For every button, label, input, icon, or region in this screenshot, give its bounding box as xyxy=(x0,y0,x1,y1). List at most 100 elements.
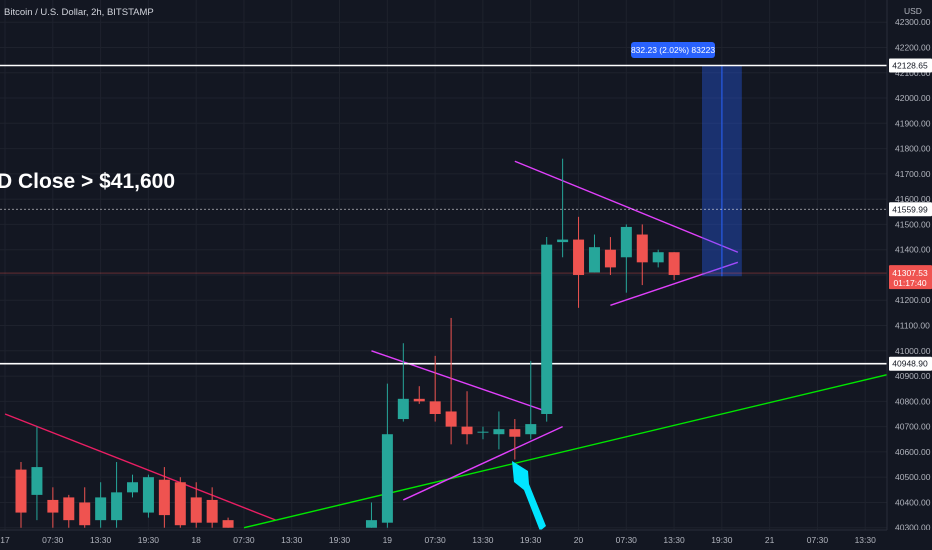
price-tick-label: 42300.00 xyxy=(895,17,931,27)
trendline-descending-red xyxy=(4,413,277,521)
price-tick-label: 41200.00 xyxy=(895,295,931,305)
candle-body xyxy=(557,239,569,243)
price-tick-label: 40900.00 xyxy=(895,371,931,381)
candle-body xyxy=(381,434,393,523)
measure-label-box xyxy=(631,42,715,58)
candle-body xyxy=(493,429,505,435)
trendline-wedge-upper-2 xyxy=(514,160,739,253)
time-tick-label: 19:30 xyxy=(329,535,351,545)
candle-body xyxy=(31,467,43,495)
price-tick-label: 42100.00 xyxy=(895,68,931,78)
candle-body xyxy=(620,226,632,258)
candle-body xyxy=(111,492,123,521)
candle-body xyxy=(541,244,553,414)
candle-body xyxy=(461,426,473,435)
candle-body xyxy=(509,429,521,437)
price-tick-label: 42200.00 xyxy=(895,42,931,52)
candle-body xyxy=(158,479,170,516)
trendline-wedge-lower-1 xyxy=(403,425,563,501)
annotation-headline: D Close > $41,600 xyxy=(0,170,175,193)
currency-label: USD xyxy=(904,6,922,16)
candle-body xyxy=(525,424,537,435)
time-tick-label: 21 xyxy=(765,535,775,545)
time-axis-labels: 17 07:30 13:30 19:30 18 07:30 13:30 19:30 19 07:3… xyxy=(0,535,876,545)
time-tick-label: 07:30 xyxy=(233,535,255,545)
candle-body xyxy=(397,398,409,420)
candle-body xyxy=(445,411,457,427)
level-price-tag: 41559.99 xyxy=(892,204,928,214)
level-price-tag-bg xyxy=(889,202,932,217)
candle-body xyxy=(636,234,648,263)
chart-title: Bitcoin / U.S. Dollar, 2h, BITSTAMP xyxy=(4,7,154,18)
time-tick-label: 07:30 xyxy=(424,535,446,545)
price-tick-label: 41700.00 xyxy=(895,169,931,179)
time-tick-label: 20 xyxy=(574,535,584,545)
candle-body xyxy=(190,497,202,523)
price-tick-label: 41000.00 xyxy=(895,346,931,356)
level-price-tag: 40948.90 xyxy=(892,359,928,369)
candle-body xyxy=(15,469,27,513)
measure-label: 832.23 (2.02%) 83223 xyxy=(631,45,715,55)
price-tick-label: 41400.00 xyxy=(895,245,931,255)
price-tick-label: 40300.00 xyxy=(895,523,931,533)
trendline-wedge-upper-1 xyxy=(371,350,547,413)
price-tick-label: 41900.00 xyxy=(895,118,931,128)
last-price-tag: 41307.53 xyxy=(892,268,928,278)
candle-body xyxy=(174,482,186,526)
candle-body xyxy=(668,252,680,275)
price-tick-label: 41800.00 xyxy=(895,144,931,154)
price-tick-label: 40800.00 xyxy=(895,396,931,406)
level-price-tag: 42128.65 xyxy=(892,61,928,71)
cyan-arrow-icon xyxy=(512,461,546,531)
time-tick-label: 13:30 xyxy=(663,535,685,545)
time-tick-label: 13:30 xyxy=(90,535,112,545)
time-tick-label: 17 xyxy=(0,535,10,545)
time-tick-label: 19:30 xyxy=(138,535,160,545)
trendline-wedge-lower-2 xyxy=(610,261,739,306)
countdown-tag: 01:17:40 xyxy=(893,278,926,288)
price-tick-label: 40700.00 xyxy=(895,422,931,432)
time-tick-label: 19:30 xyxy=(711,535,733,545)
time-axis[interactable] xyxy=(0,530,932,550)
candle-body xyxy=(127,482,139,493)
level-layer xyxy=(0,64,887,365)
candle-body xyxy=(365,520,377,528)
candle-body xyxy=(413,398,425,402)
time-tick-label: 07:30 xyxy=(42,535,64,545)
level-price-tag-bg xyxy=(889,356,932,371)
time-tick-label: 13:30 xyxy=(472,535,494,545)
price-tick-label: 40400.00 xyxy=(895,497,931,507)
time-tick-label: 13:30 xyxy=(855,535,877,545)
candle-body xyxy=(222,520,234,528)
candle-body xyxy=(588,247,600,273)
candle-body xyxy=(142,477,154,513)
candle-body xyxy=(206,499,218,523)
price-tick-label: 41500.00 xyxy=(895,219,931,229)
candle-body xyxy=(95,497,107,521)
time-tick-label: 19 xyxy=(383,535,393,545)
price-tick-label: 40500.00 xyxy=(895,472,931,482)
trendline-ascending-green xyxy=(243,363,932,529)
candle-body xyxy=(79,502,91,526)
measure-layer xyxy=(701,65,742,277)
candle-body xyxy=(604,249,616,268)
candle-layer xyxy=(15,158,680,528)
candle-body xyxy=(63,497,75,521)
candle-body xyxy=(477,431,489,433)
last-price-tag-bg xyxy=(889,265,932,290)
candle-body xyxy=(429,401,441,414)
price-tick-label: 40600.00 xyxy=(895,447,931,457)
candle-body xyxy=(652,252,664,263)
candle-body xyxy=(573,239,585,275)
level-price-tag-bg xyxy=(889,58,932,73)
time-tick-label: 18 xyxy=(191,535,201,545)
time-tick-label: 07:30 xyxy=(616,535,638,545)
price-tick-label: 41600.00 xyxy=(895,194,931,204)
arrow-layer xyxy=(512,461,546,531)
price-tick-label: 41100.00 xyxy=(895,321,930,331)
trendline-layer xyxy=(4,160,932,529)
time-tick-label: 07:30 xyxy=(807,535,829,545)
